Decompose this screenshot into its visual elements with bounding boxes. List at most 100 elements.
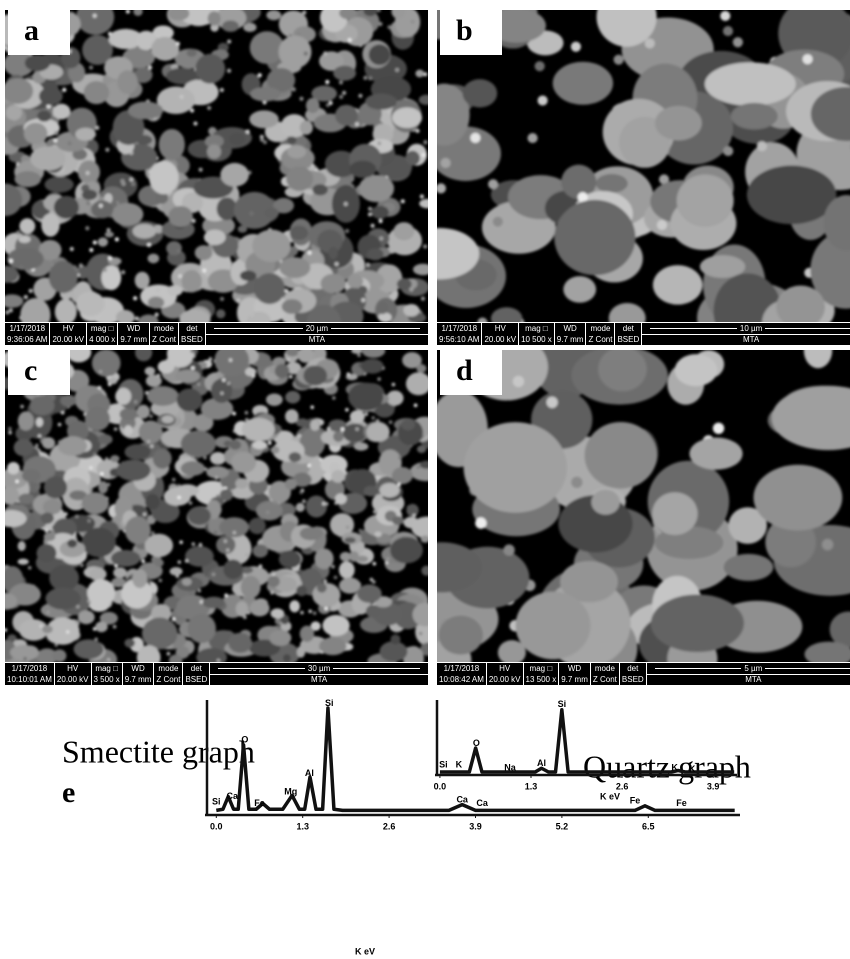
particle bbox=[299, 120, 313, 135]
speck bbox=[656, 219, 668, 231]
info-text: 4 000 x bbox=[89, 335, 116, 344]
speck bbox=[85, 226, 90, 231]
speck bbox=[423, 244, 428, 249]
speck bbox=[154, 312, 159, 317]
speck bbox=[133, 400, 138, 404]
speck bbox=[376, 10, 381, 13]
particle bbox=[121, 578, 153, 609]
speck bbox=[355, 427, 359, 431]
particle bbox=[331, 470, 346, 483]
x-tick-label: 0.0 bbox=[210, 821, 223, 831]
speck bbox=[378, 21, 383, 27]
speck bbox=[372, 509, 377, 514]
info-text: 20.00 kV bbox=[56, 675, 89, 684]
speck bbox=[712, 422, 725, 435]
particle bbox=[366, 248, 384, 261]
speck bbox=[5, 628, 8, 632]
particle bbox=[221, 20, 240, 32]
particle bbox=[107, 377, 118, 385]
speck bbox=[94, 637, 98, 642]
particle bbox=[829, 611, 850, 648]
particle bbox=[295, 418, 309, 427]
particle bbox=[285, 361, 302, 375]
speck bbox=[227, 39, 232, 44]
particle bbox=[158, 128, 185, 161]
speck bbox=[74, 267, 80, 272]
speck bbox=[423, 140, 428, 145]
info-text: 9.7 mm bbox=[124, 675, 152, 684]
panel-label: a bbox=[8, 10, 70, 55]
info-text: 20.00 kV bbox=[488, 675, 521, 684]
speck bbox=[226, 68, 232, 73]
lab-name: MTA bbox=[646, 674, 850, 684]
particle bbox=[67, 539, 78, 548]
particle bbox=[35, 417, 44, 428]
info-text: 9.7 mm bbox=[120, 335, 147, 344]
speck bbox=[400, 199, 405, 204]
speck bbox=[577, 192, 588, 203]
particle bbox=[823, 194, 850, 251]
speck bbox=[302, 499, 306, 503]
particle bbox=[72, 148, 88, 160]
particle bbox=[133, 10, 143, 17]
info-cell: 1/17/2018 10:08:42 AM bbox=[437, 663, 487, 685]
particle bbox=[730, 102, 778, 130]
particle bbox=[243, 22, 257, 33]
speck bbox=[394, 67, 400, 73]
scale-cell: 5 µm MTA bbox=[646, 663, 850, 685]
info-text: BSED bbox=[617, 335, 640, 344]
speck bbox=[176, 248, 181, 254]
speck bbox=[224, 593, 228, 598]
particle bbox=[152, 448, 172, 469]
particle bbox=[117, 70, 138, 95]
particle bbox=[674, 354, 718, 387]
particle bbox=[269, 629, 292, 646]
speck bbox=[658, 174, 670, 185]
particle bbox=[141, 617, 178, 650]
particle bbox=[168, 10, 190, 21]
particle bbox=[241, 417, 275, 442]
peak-label: Ca bbox=[226, 791, 238, 801]
particle bbox=[358, 174, 395, 203]
particle bbox=[24, 54, 51, 72]
particle bbox=[37, 110, 52, 122]
speck bbox=[488, 179, 499, 190]
particle bbox=[229, 132, 246, 146]
particle bbox=[179, 309, 211, 323]
speck bbox=[334, 261, 339, 267]
speck bbox=[151, 531, 155, 535]
particle bbox=[405, 150, 420, 166]
info-text: 1/17/2018 bbox=[441, 324, 478, 333]
speck bbox=[364, 412, 369, 417]
particle bbox=[167, 285, 183, 296]
speck bbox=[363, 75, 368, 80]
info-cell: mag □ 3 500 x bbox=[92, 663, 123, 685]
particle bbox=[136, 404, 150, 419]
particle bbox=[349, 160, 377, 178]
x-tick-label: 1.3 bbox=[525, 781, 538, 791]
speck bbox=[134, 316, 139, 321]
speck bbox=[720, 10, 731, 22]
speck bbox=[756, 141, 767, 152]
x-tick-label: 2.6 bbox=[383, 821, 396, 831]
particle bbox=[360, 358, 384, 374]
info-cell: mode Z Cont bbox=[154, 663, 184, 685]
speck bbox=[106, 482, 111, 487]
speck bbox=[249, 312, 255, 318]
particle bbox=[57, 436, 88, 456]
speck bbox=[420, 296, 426, 301]
speck bbox=[244, 410, 249, 415]
particle bbox=[339, 10, 358, 20]
particle bbox=[116, 459, 151, 481]
particle bbox=[804, 641, 850, 663]
particle bbox=[36, 543, 57, 563]
particle bbox=[608, 302, 646, 323]
particle bbox=[278, 550, 302, 569]
particle bbox=[168, 654, 183, 663]
speck bbox=[189, 108, 195, 113]
sem-image bbox=[437, 10, 850, 323]
speck bbox=[179, 540, 183, 545]
particle bbox=[5, 51, 35, 77]
speck bbox=[323, 51, 328, 56]
particle bbox=[248, 517, 266, 535]
